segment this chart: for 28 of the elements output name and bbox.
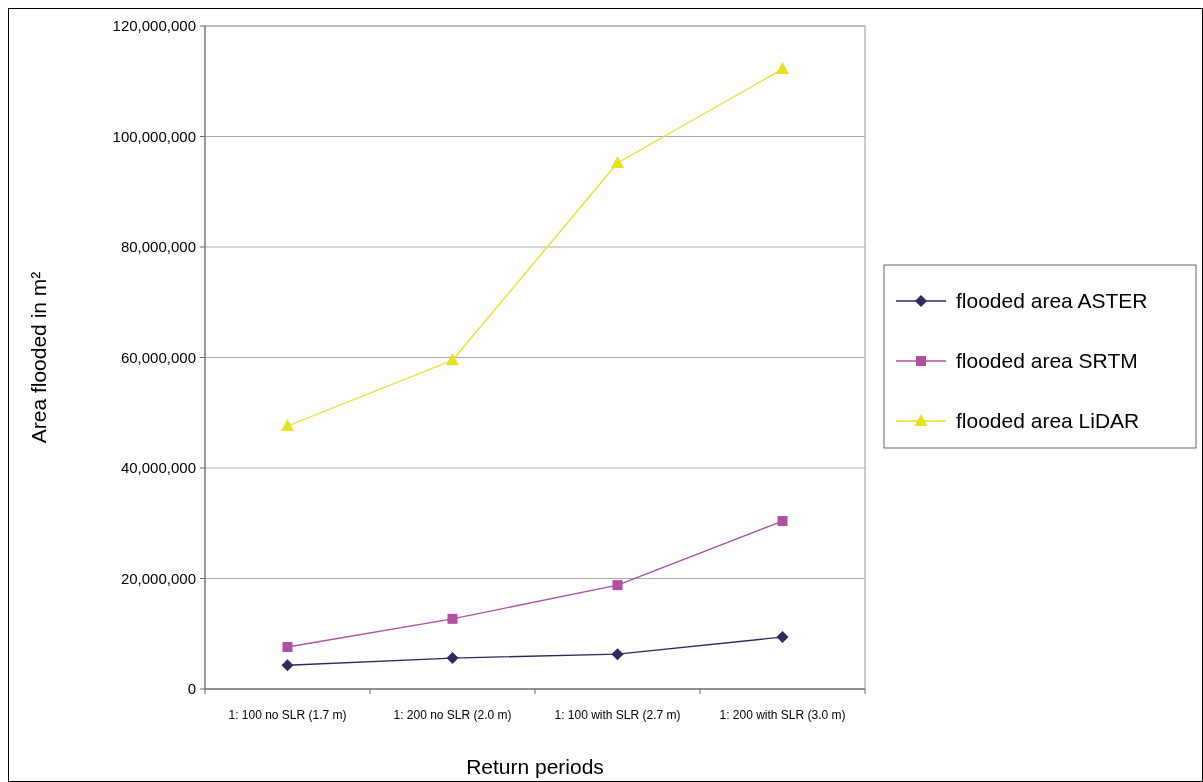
point	[777, 516, 788, 527]
y-tick-label: 60,000,000	[120, 348, 196, 366]
point	[776, 631, 789, 644]
x-tick-label: 1: 100 with SLR (2.7 m)	[554, 708, 681, 722]
point	[281, 419, 294, 432]
x-tick-label: 1: 200 with SLR (3.0 m)	[719, 708, 846, 722]
legend-label: flooded area ASTER	[956, 289, 1148, 313]
y-tick-label: 20,000,000	[120, 569, 196, 587]
x-tick-label: 1: 100 no SLR (1.7 m)	[228, 708, 347, 722]
y-tick-label: 40,000,000	[120, 459, 196, 477]
legend-label: flooded area LiDAR	[956, 409, 1140, 433]
point	[282, 642, 293, 653]
y-tick-label: 120,000,000	[112, 17, 196, 35]
x-axis-title: Return periods	[466, 755, 604, 778]
point	[776, 62, 789, 75]
y-tick-label: 80,000,000	[120, 238, 196, 256]
point	[612, 580, 623, 591]
legend-label: flooded area SRTM	[956, 349, 1138, 373]
point	[611, 648, 624, 661]
point	[446, 353, 459, 366]
point	[281, 659, 294, 672]
y-tick-label: 100,000,000	[112, 127, 196, 145]
point	[447, 613, 458, 624]
x-tick-label: 1: 200 no SLR (2.0 m)	[393, 708, 512, 722]
y-tick-label: 0	[187, 680, 196, 698]
point	[611, 156, 624, 169]
point	[446, 652, 459, 665]
y-axis-title: Area flooded in m²	[27, 271, 50, 444]
